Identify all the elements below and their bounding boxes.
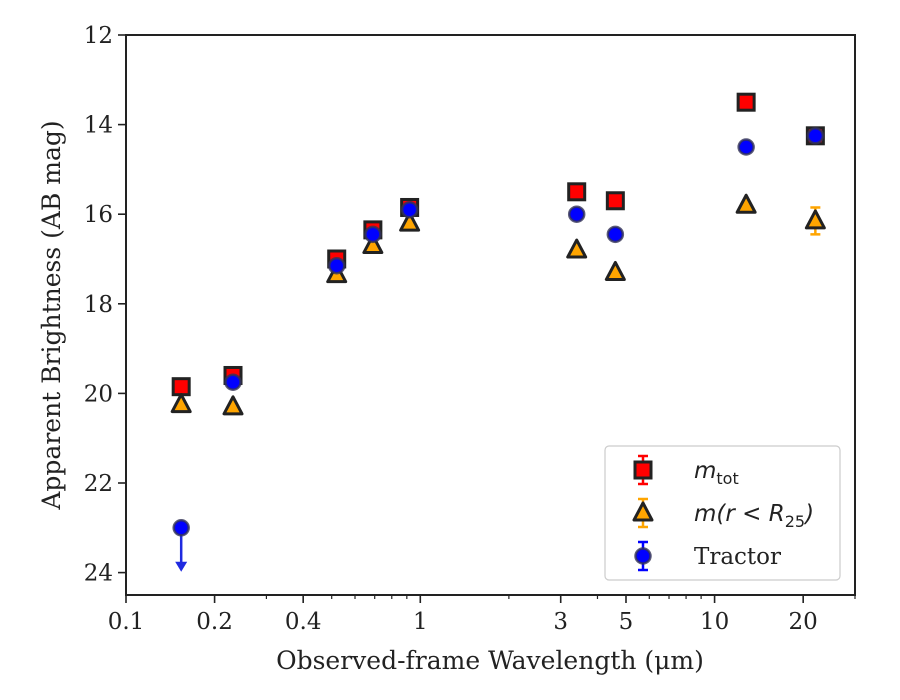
- y-tick-label: 12: [84, 23, 113, 49]
- point-triangle: [362, 234, 384, 255]
- y-axis-label: Apparent Brightness (AB mag): [37, 120, 66, 510]
- legend-label: mtot: [694, 458, 739, 488]
- legend-box: [604, 445, 841, 581]
- y-tick-label: 20: [84, 381, 113, 407]
- legend-marker-square: [633, 460, 653, 480]
- point-triangle: [399, 211, 421, 232]
- y-tick-label: 22: [84, 471, 113, 497]
- x-tick-label: 3: [553, 609, 568, 635]
- point-circle: [606, 225, 625, 244]
- legend-items: mtot m(r < R25) Tractor: [632, 454, 814, 572]
- point-circle: [806, 127, 825, 145]
- point-square: [736, 92, 756, 112]
- data-marks: [170, 92, 826, 572]
- legend-marker-circle: [634, 547, 652, 565]
- y-tick-label: 14: [84, 113, 113, 139]
- point-triangle: [222, 395, 244, 416]
- point-circle: [364, 225, 382, 244]
- axis-ticks: 0.1 0.2 0.4 1 3 5 10 20 12 14 16 18 20 22 24: [84, 23, 856, 635]
- y-tick-label: 16: [84, 202, 113, 228]
- point-circle: [400, 200, 419, 219]
- x-tick-label: 1: [413, 609, 428, 635]
- upper-limit-arrowhead: [175, 561, 188, 572]
- x-tick-label: 0.1: [108, 609, 145, 635]
- point-triangle: [804, 209, 826, 230]
- point-circle: [567, 205, 586, 223]
- x-tick-label: 0.4: [285, 609, 322, 635]
- y-tick-label: 24: [84, 561, 113, 587]
- point-triangle: [566, 238, 588, 259]
- legend-marker-triangle: [632, 501, 654, 522]
- point-circle: [172, 519, 190, 537]
- plot-frame: [125, 34, 856, 596]
- point-circle: [327, 256, 346, 275]
- point-triangle: [604, 260, 626, 281]
- x-tick-label: 5: [619, 609, 634, 635]
- legend-label: m(r < R25): [694, 501, 814, 531]
- legend-label: Tractor: [694, 544, 781, 570]
- y-tick-label: 18: [84, 292, 113, 318]
- x-tick-label: 10: [700, 609, 729, 635]
- point-square: [567, 182, 587, 202]
- x-axis-label: Observed-frame Wavelength (μm): [276, 646, 704, 675]
- x-tick-label: 0.2: [196, 609, 233, 635]
- legend: mtot m(r < R25) Tractor: [604, 445, 841, 581]
- x-tick-label: 20: [789, 609, 818, 635]
- point-circle: [737, 138, 755, 156]
- point-triangle: [170, 393, 192, 414]
- point-circle: [224, 373, 242, 391]
- point-triangle: [735, 193, 757, 214]
- point-square: [171, 377, 191, 397]
- point-square: [605, 191, 625, 211]
